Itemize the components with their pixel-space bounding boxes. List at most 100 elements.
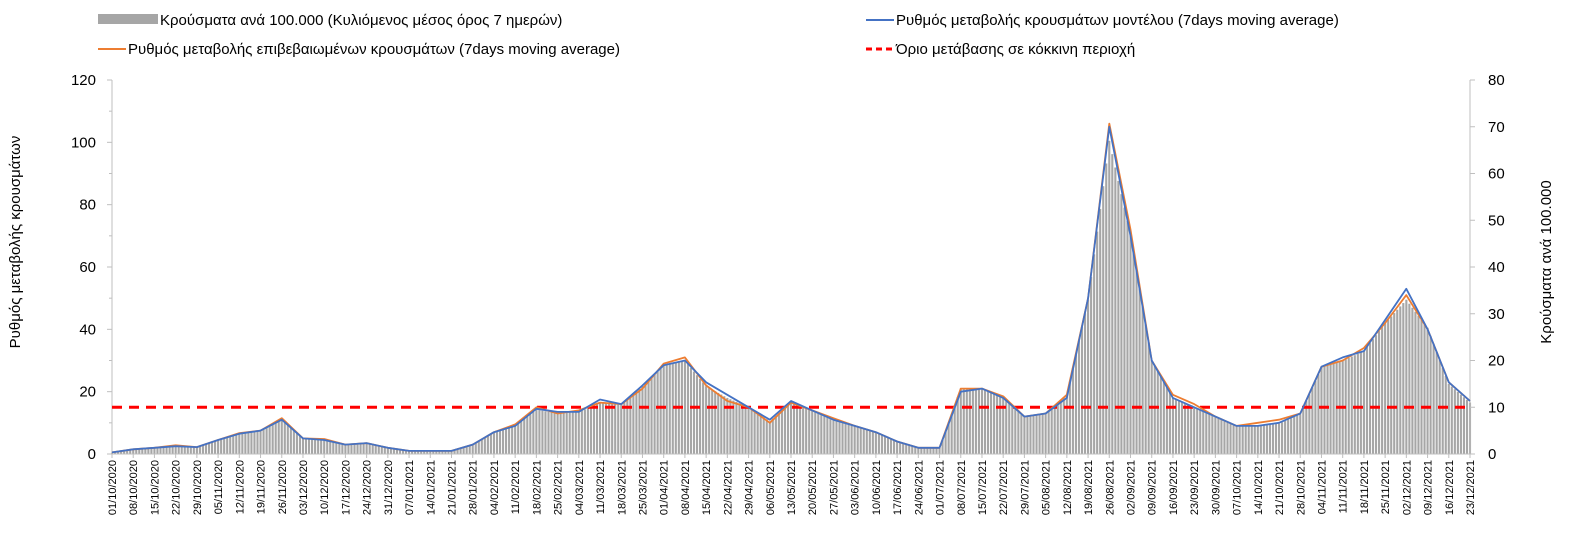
bar xyxy=(1102,186,1105,454)
x-tick-label: 19/11/2020 xyxy=(256,460,268,514)
x-tick-label: 04/02/2021 xyxy=(489,460,501,515)
x-tick-label: 05/08/2021 xyxy=(1041,460,1053,515)
bar xyxy=(1005,400,1008,454)
bar xyxy=(883,436,887,454)
bar xyxy=(417,450,420,454)
bar xyxy=(1411,307,1414,454)
legend-item-threshold: Όριο μετάβασης σε κόκκινη περιοχή xyxy=(866,41,1135,58)
bar xyxy=(853,425,856,454)
x-tick-label: 14/10/2021 xyxy=(1253,460,1265,515)
bar xyxy=(262,428,265,454)
bar xyxy=(877,433,880,454)
bar xyxy=(756,413,759,454)
bar xyxy=(171,445,174,454)
bar xyxy=(1171,397,1174,454)
bar xyxy=(538,410,541,454)
bar xyxy=(977,388,980,454)
x-tick-label: 09/09/2021 xyxy=(1147,460,1159,515)
bar xyxy=(1299,414,1302,454)
bar xyxy=(965,388,968,454)
bar xyxy=(1387,319,1390,454)
bar xyxy=(1462,397,1465,454)
bar xyxy=(1459,394,1462,454)
bar xyxy=(741,404,744,454)
bar xyxy=(223,437,226,454)
x-tick-label: 21/01/2021 xyxy=(447,460,459,515)
bar xyxy=(480,439,483,454)
bar xyxy=(1105,163,1108,455)
x-tick-label: 13/05/2021 xyxy=(786,460,798,515)
bar xyxy=(1174,399,1178,454)
bar xyxy=(401,449,405,454)
bar xyxy=(580,410,583,454)
bar xyxy=(138,448,141,454)
bar xyxy=(859,427,862,454)
x-tick-label: 10/12/2020 xyxy=(319,460,331,515)
x-tick-label: 26/11/2020 xyxy=(277,460,289,514)
x-tick-label: 23/09/2021 xyxy=(1189,460,1201,515)
bar xyxy=(1087,299,1090,454)
bar xyxy=(683,360,686,454)
bar xyxy=(283,421,286,454)
bar xyxy=(705,386,708,454)
y-left-tick-label: 80 xyxy=(79,197,96,214)
x-tick-label: 11/02/2021 xyxy=(510,460,522,514)
bar xyxy=(207,442,211,454)
x-tick-label: 17/06/2021 xyxy=(892,460,904,515)
bar xyxy=(726,397,729,454)
bar xyxy=(435,450,438,454)
bar xyxy=(1180,401,1184,454)
y-right-tick-label: 0 xyxy=(1488,446,1496,463)
bar xyxy=(226,436,229,454)
legend-label-confirmed: Ρυθμός μεταβολής επιβεβαιωμένων κρουσμάτ… xyxy=(128,41,620,58)
bar xyxy=(623,401,626,454)
y-right-tick-label: 70 xyxy=(1488,119,1505,136)
bar xyxy=(135,449,138,454)
bar xyxy=(323,439,326,454)
bar xyxy=(1047,410,1050,454)
bar xyxy=(1268,424,1271,454)
bar xyxy=(1074,354,1077,454)
bar xyxy=(780,410,783,454)
bar xyxy=(447,450,450,454)
bar xyxy=(1293,416,1296,454)
bar xyxy=(838,421,841,454)
bar xyxy=(932,447,935,454)
bar xyxy=(468,445,471,454)
x-tick-label: 09/12/2021 xyxy=(1423,460,1435,515)
bar xyxy=(423,450,426,454)
bar xyxy=(514,425,517,454)
bar xyxy=(544,411,547,454)
bar xyxy=(1026,416,1029,454)
bar xyxy=(592,405,596,454)
bar xyxy=(1420,319,1423,454)
bar xyxy=(789,402,793,454)
legend-item-model: Ρυθμός μεταβολής κρουσμάτων μοντέλου (7d… xyxy=(866,12,1339,29)
bar xyxy=(501,429,505,454)
bar xyxy=(1144,324,1147,454)
bar xyxy=(732,400,735,454)
bar xyxy=(1374,335,1378,454)
bar xyxy=(1332,363,1335,454)
bar xyxy=(841,422,844,454)
bar xyxy=(644,383,647,454)
bar xyxy=(1090,277,1093,454)
bar xyxy=(850,425,853,454)
bar xyxy=(1205,412,1208,454)
bar xyxy=(1214,416,1217,454)
x-tick-label: 19/08/2021 xyxy=(1083,460,1095,515)
bar xyxy=(229,435,232,454)
bar xyxy=(156,447,159,454)
bar xyxy=(1114,167,1117,455)
bar xyxy=(608,403,611,454)
bar xyxy=(1393,313,1396,454)
bar xyxy=(923,447,926,454)
bar xyxy=(195,446,198,454)
bar xyxy=(192,446,195,454)
bar xyxy=(908,445,911,454)
bar xyxy=(1165,387,1168,454)
bar xyxy=(350,444,353,454)
bar xyxy=(711,389,714,454)
bar xyxy=(1017,411,1020,454)
